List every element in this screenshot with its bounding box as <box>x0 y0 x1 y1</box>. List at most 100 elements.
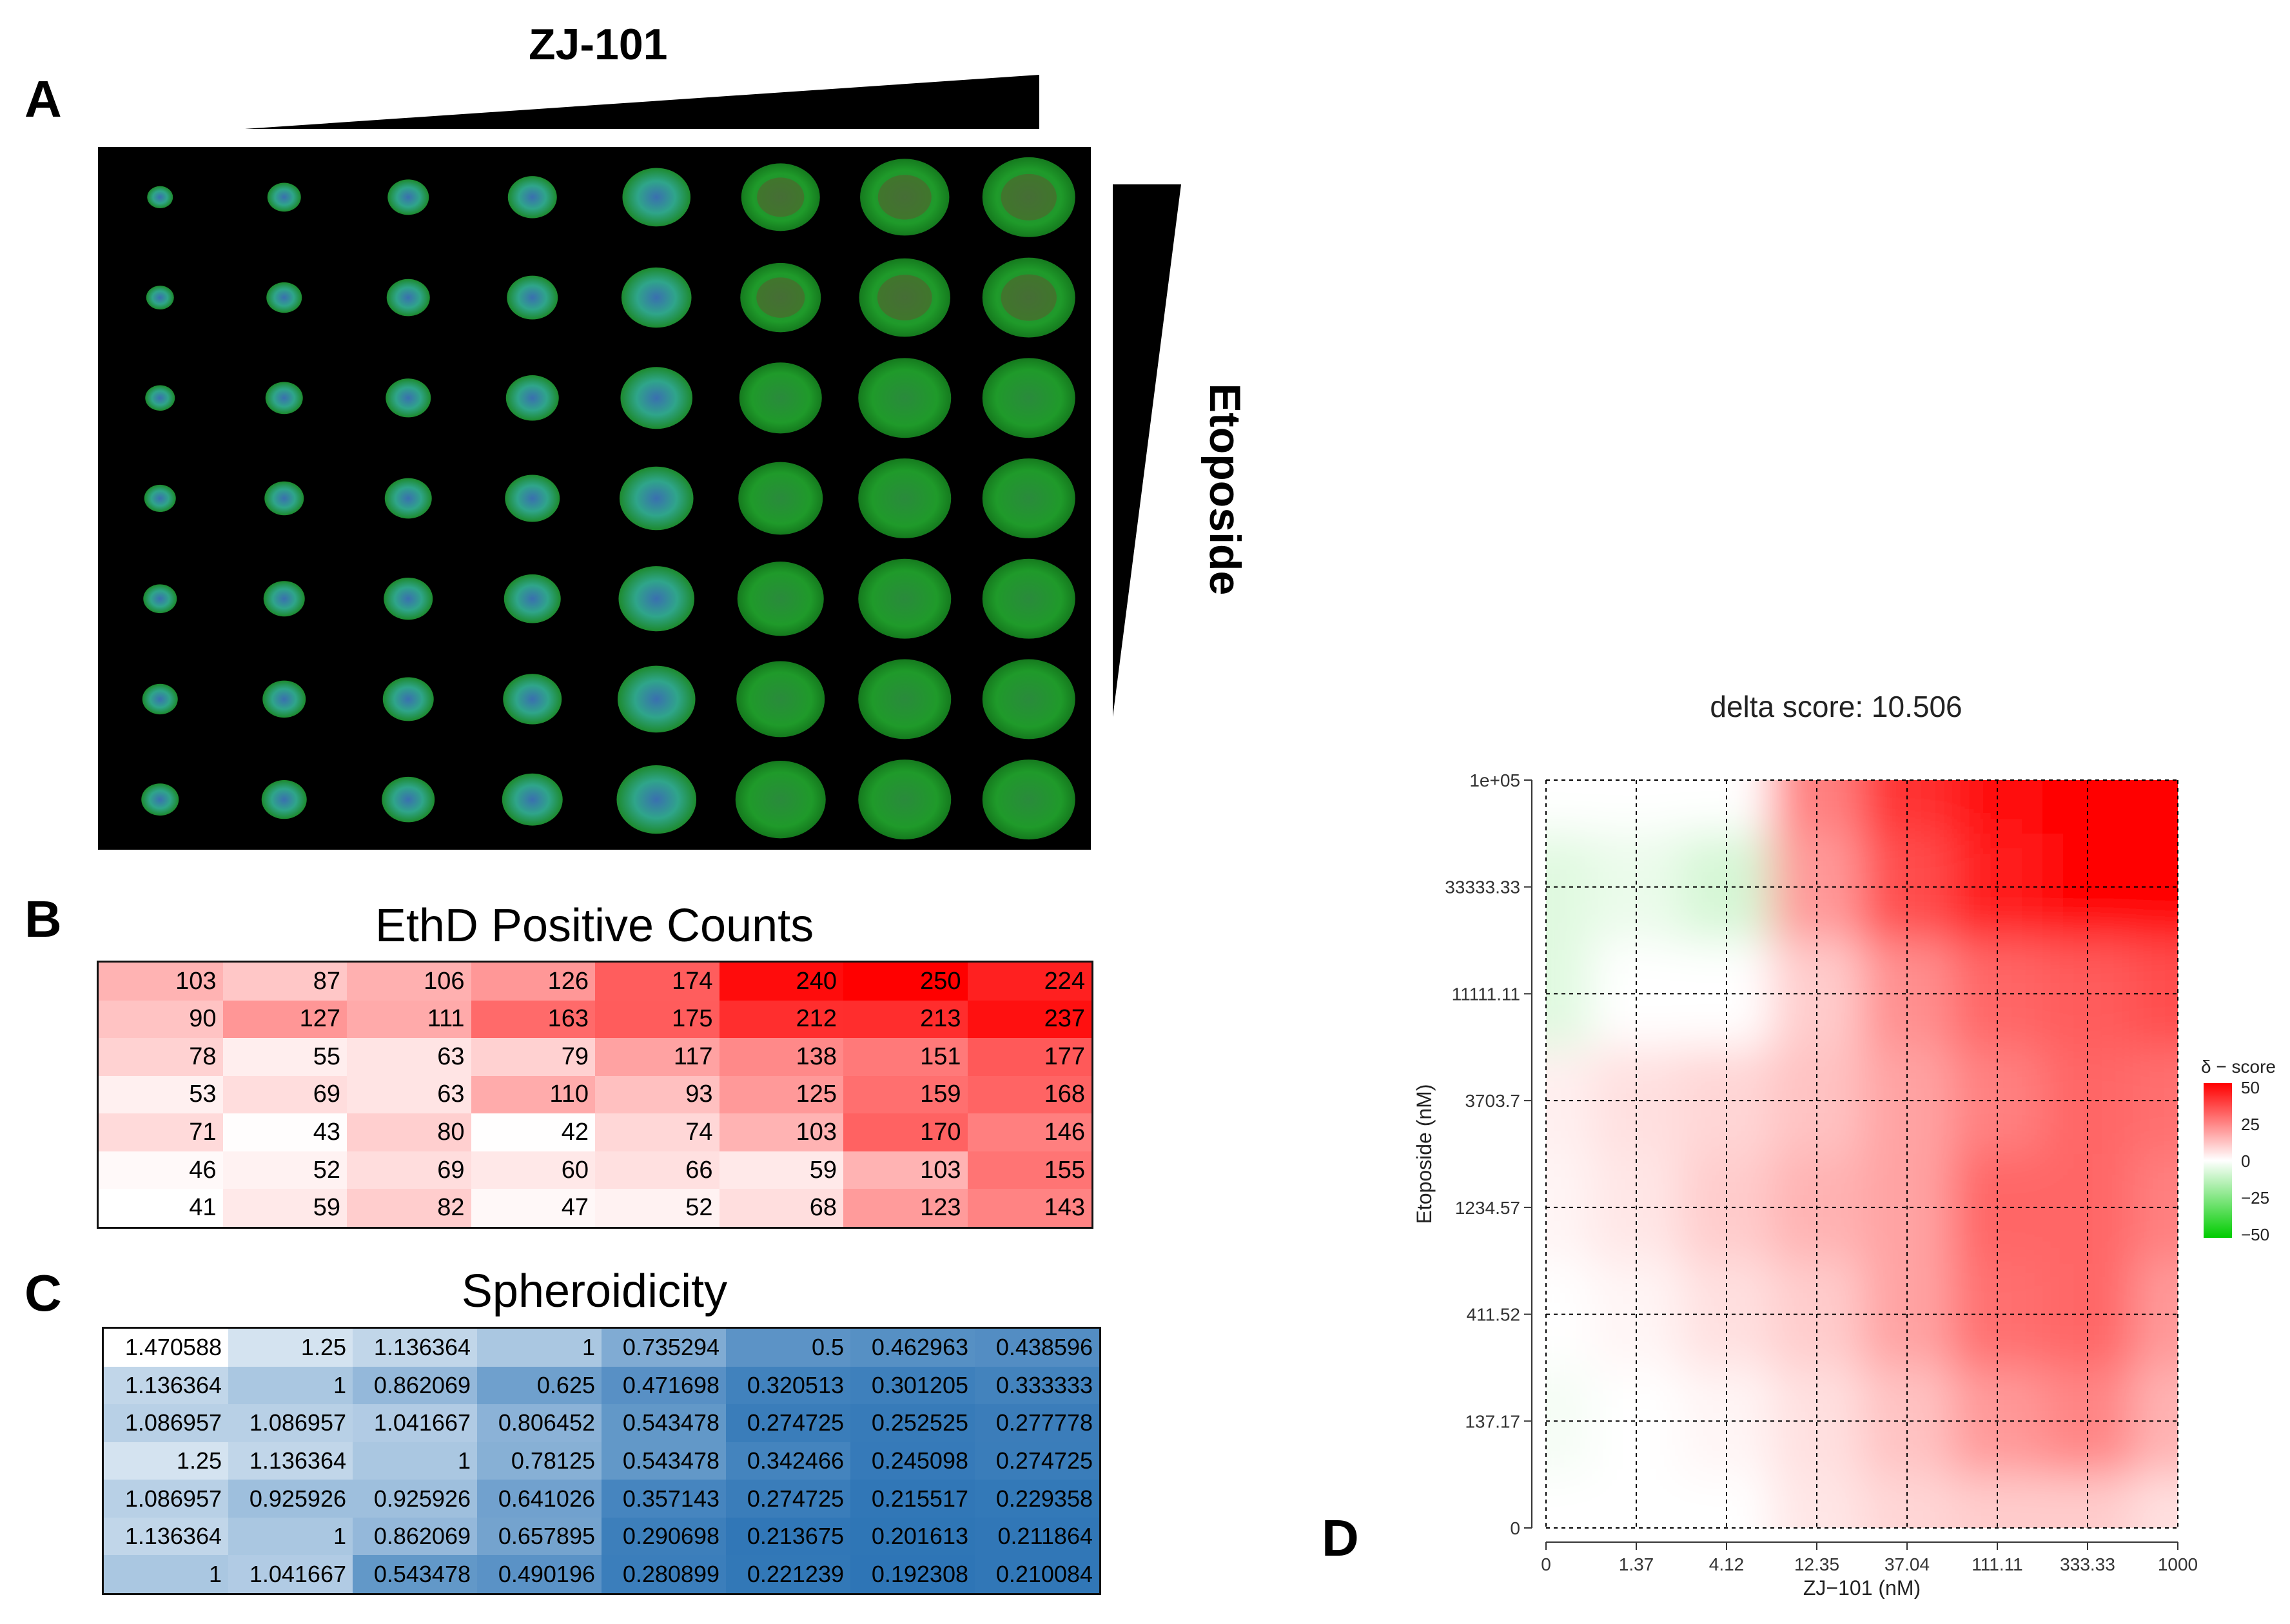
sph-cell: 1.041667 <box>353 1404 477 1442</box>
sph-cell: 0.274725 <box>726 1404 850 1442</box>
sph-cell: 0.213675 <box>726 1517 850 1556</box>
heatmap-cell <box>1546 1260 1591 1368</box>
sph-cell: 0.201613 <box>850 1517 975 1556</box>
y-tick-label: 0 <box>1510 1518 1520 1538</box>
sph-cell: 0.301205 <box>850 1366 975 1405</box>
y-tick-label: 3703.7 <box>1465 1091 1520 1111</box>
sph-cell: 1 <box>228 1517 353 1556</box>
ethd-stain <box>1001 274 1057 321</box>
y-axis-label: Etoposide (nM) <box>1413 1084 1436 1224</box>
sph-cell: 0.229358 <box>975 1480 1099 1518</box>
ethd-cell: 80 <box>347 1113 471 1151</box>
sph-cell: 1 <box>228 1366 353 1405</box>
ethd-cell: 78 <box>99 1038 223 1076</box>
sph-table-title: Spheroidicity <box>461 1266 728 1317</box>
ethd-cell: 63 <box>347 1038 471 1076</box>
sph-cell: 0.290698 <box>602 1517 726 1556</box>
sph-cell: 0.333333 <box>975 1366 1099 1405</box>
ethd-cell: 68 <box>719 1189 843 1227</box>
ethd-cell: 163 <box>471 1000 595 1039</box>
panel-label-c: C <box>24 1264 62 1322</box>
legend-tick-label: −25 <box>2241 1188 2269 1208</box>
sph-cell: 1.25 <box>228 1329 353 1367</box>
sph-cell: 0.925926 <box>228 1480 353 1518</box>
spheroid-image <box>736 661 825 738</box>
ethd-stain <box>877 275 932 320</box>
y-tick-label: 1e+05 <box>1469 770 1520 790</box>
sph-cell: 1.086957 <box>104 1480 228 1518</box>
sph-cell: 0.543478 <box>602 1442 726 1480</box>
ethd-cell: 74 <box>595 1113 719 1151</box>
heatmap-cell <box>2133 1367 2178 1475</box>
spheroid-image <box>982 358 1075 438</box>
ethd-cell: 42 <box>471 1113 595 1151</box>
spheroid-image <box>616 765 697 834</box>
heatmap-cell <box>1862 833 1952 941</box>
spheroid-image <box>265 382 303 415</box>
ethd-cell: 146 <box>967 1113 1091 1151</box>
ethd-cell: 103 <box>843 1151 968 1189</box>
spheroid-image <box>738 462 823 535</box>
ethd-cell: 111 <box>347 1000 471 1039</box>
spheroid-image <box>147 186 173 209</box>
spheroid-image <box>267 182 301 212</box>
spheroid-image <box>143 584 177 614</box>
spheroid-image <box>737 562 824 636</box>
sph-cell: 0.543478 <box>602 1404 726 1442</box>
ethd-cell: 55 <box>222 1038 347 1076</box>
sph-row: 1 1.041667 0.543478 0.490196 0.280899 0.22123… <box>104 1555 1099 1593</box>
sph-cell: 1 <box>104 1555 228 1593</box>
spheroid-image <box>263 581 305 617</box>
sph-cell: 1.086957 <box>228 1404 353 1442</box>
ethd-row: 78 55 63 79 117 138 151 177 <box>99 1038 1091 1076</box>
ethd-table-title: EthD Positive Counts <box>375 900 814 952</box>
heatmap-cell <box>2133 1047 2178 1154</box>
spheroid-image <box>618 566 695 632</box>
x-tick-label: 37.04 <box>1884 1554 1930 1574</box>
legend-title: δ − score <box>2201 1057 2276 1077</box>
ethd-cell: 103 <box>719 1113 843 1151</box>
sph-cell: 0.543478 <box>353 1555 477 1593</box>
ethd-cell: 126 <box>471 963 595 1001</box>
sph-cell: 0.210084 <box>975 1555 1099 1593</box>
ethd-table: 103 87 106 126 174 240 250 224 90 127 111 163 175 212… <box>97 961 1093 1229</box>
ethd-stain <box>757 177 805 217</box>
heatmap-cell <box>2133 1154 2178 1261</box>
sph-row: 1.086957 1.086957 1.041667 0.806452 0.543478… <box>104 1404 1099 1442</box>
y-tick-label: 1234.57 <box>1455 1198 1520 1218</box>
ethd-cell: 117 <box>595 1038 719 1076</box>
spheroid-image <box>858 759 952 840</box>
ethd-cell: 212 <box>719 1000 843 1039</box>
sph-cell: 0.657895 <box>477 1517 602 1556</box>
ethd-cell: 237 <box>967 1000 1091 1039</box>
ethd-row: 46 52 69 60 66 59 103 155 <box>99 1151 1091 1189</box>
spheroid-image <box>620 367 693 429</box>
sph-cell: 0.806452 <box>477 1404 602 1442</box>
spheroid-image <box>735 760 826 839</box>
ethd-cell: 138 <box>719 1038 843 1076</box>
sph-cell: 0.5 <box>726 1329 850 1367</box>
y-tick-label: 137.17 <box>1465 1411 1520 1431</box>
sph-cell: 1.136364 <box>228 1442 353 1480</box>
sph-table: 1.470588 1.25 1.136364 1 0.735294 0.5 0.462963… <box>102 1327 1101 1595</box>
spheroid-image <box>141 783 179 816</box>
spheroid-image <box>858 659 952 739</box>
spheroid-image <box>982 257 1075 338</box>
spheroid-image <box>504 574 561 623</box>
y-tick-label: 33333.33 <box>1445 877 1520 897</box>
spheroid-image <box>858 558 952 639</box>
x-tick-label: 111.11 <box>1972 1554 2022 1574</box>
ethd-cell: 159 <box>843 1075 968 1114</box>
spheroid-image <box>982 458 1075 538</box>
ethd-cell: 177 <box>967 1038 1091 1076</box>
legend-tick-label: 50 <box>2241 1078 2260 1097</box>
ethd-row: 53 69 63 110 93 125 159 168 <box>99 1075 1091 1114</box>
heatmap-cell <box>2133 780 2178 834</box>
spheroid-image <box>858 358 952 438</box>
sph-row: 1.470588 1.25 1.136364 1 0.735294 0.5 0.462963… <box>104 1329 1099 1367</box>
sph-cell: 0.862069 <box>353 1366 477 1405</box>
ethd-cell: 69 <box>222 1075 347 1114</box>
chart-title: delta score: 10.506 <box>1710 690 1962 723</box>
sph-cell: 0.625 <box>477 1366 602 1405</box>
ethd-cell: 47 <box>471 1189 595 1227</box>
